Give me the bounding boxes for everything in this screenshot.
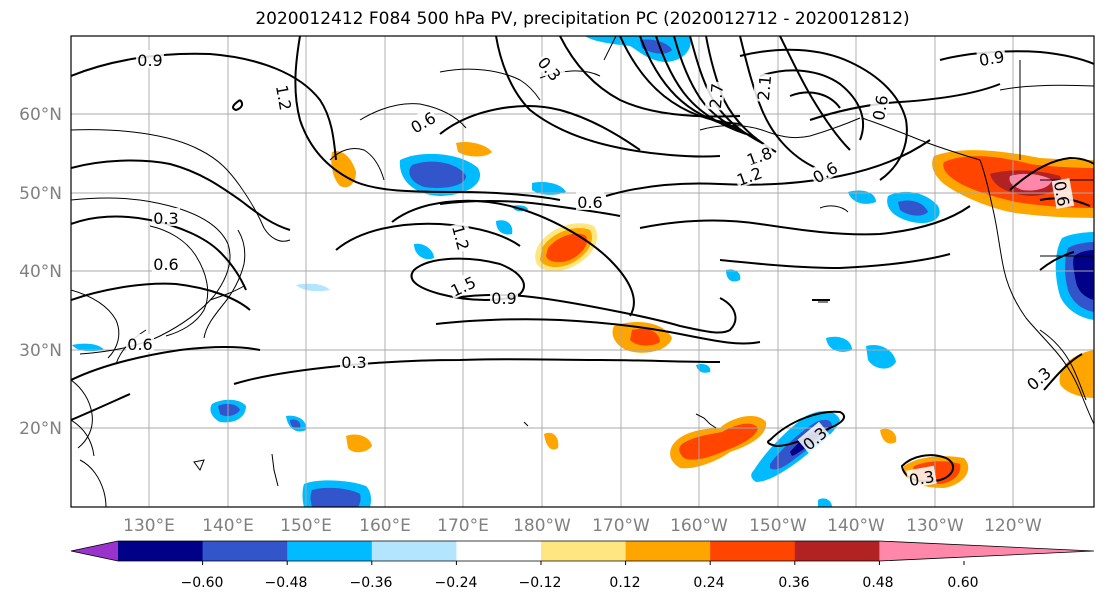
lon-label-120w: 120°W — [984, 516, 1042, 536]
contour-label-bg — [405, 106, 440, 137]
lon-label-180w: 180°W — [513, 516, 571, 536]
colorbar-segment — [625, 541, 711, 561]
pv-contour-label: 0.3 — [341, 353, 366, 372]
colorbar-extend-max — [879, 541, 1094, 561]
colorbar-segment — [118, 541, 204, 561]
contour-label-bg — [576, 192, 604, 210]
lon-label-170e: 170°E — [437, 516, 489, 536]
precip-pos-bering-orange — [456, 142, 492, 157]
pv-contour-label: 0.6 — [1050, 180, 1073, 208]
pv-contour-label: 1.2 — [272, 84, 295, 112]
graticule — [71, 36, 1094, 507]
pv-contour-label: 0.9 — [137, 51, 162, 70]
map-frame — [70, 35, 1095, 508]
colorbar-tick-labels: −0.60 −0.48 −0.36 −0.24 −0.12 0.12 0.24 … — [181, 575, 979, 591]
colorbar-segment — [456, 541, 542, 561]
contour-label-bg — [797, 421, 831, 454]
lon-label-150w: 150°W — [749, 516, 807, 536]
contour-label-bg — [136, 50, 164, 68]
contour-label-bg — [534, 51, 567, 85]
contour-label-bg — [1021, 361, 1055, 394]
latitude-labels: 60°N 50°N 40°N 30°N 20°N — [19, 105, 62, 439]
longitude-labels: 130°E 140°E 150°E 160°E 170°E 180°W 170°… — [123, 516, 1042, 536]
contour-label-bg — [490, 288, 518, 306]
pv-contour-label: 2.1 — [754, 74, 775, 101]
pv-contour-label: 0.3 — [153, 209, 178, 228]
contour-label-bg — [273, 82, 297, 113]
colorbar-segment — [287, 541, 373, 561]
lon-label-130e: 130°E — [123, 516, 175, 536]
pv-contour-label: 0.3 — [908, 467, 936, 490]
cb-tick-label: −0.36 — [350, 575, 393, 591]
map-title: 2020012412 F084 500 hPa PV, precipitatio… — [255, 9, 910, 29]
lon-label-170w: 170°W — [592, 516, 650, 536]
contour-label-bg — [906, 465, 937, 489]
contour-label-bg — [867, 92, 891, 123]
cb-tick-label: 0.12 — [609, 575, 640, 591]
pv-contour-label: 0.6 — [577, 193, 602, 212]
lat-label-60n: 60°N — [19, 105, 62, 125]
colorbar-segment — [541, 541, 627, 561]
cb-tick-label: 0.24 — [693, 575, 724, 591]
lon-label-150e: 150°E — [280, 516, 332, 536]
contour-label-bg — [446, 271, 480, 300]
cb-tick-label: −0.48 — [265, 575, 308, 591]
colorbar-segment — [794, 541, 880, 561]
colorbar-outline — [70, 540, 1095, 562]
cb-tick-label: 0.48 — [862, 575, 893, 591]
cb-tick-label: 0.60 — [947, 575, 978, 591]
pv-contour-label: 2.7 — [706, 82, 727, 109]
contour-label-bg — [732, 161, 766, 189]
colorbar-segment — [371, 541, 457, 561]
contour-label-bg — [742, 141, 776, 169]
colorbar-segment — [710, 541, 796, 561]
contour-label-bg — [704, 81, 726, 111]
colorbar-segment — [202, 541, 288, 561]
lat-label-40n: 40°N — [19, 262, 62, 282]
contour-label-bg — [152, 208, 180, 226]
lon-label-160w: 160°W — [670, 516, 728, 536]
lat-label-30n: 30°N — [19, 341, 62, 361]
pv-contour-label: 0.6 — [869, 94, 892, 122]
pv-contour-label: 0.9 — [978, 47, 1006, 70]
contour-label-bg — [1051, 178, 1075, 209]
contour-label-bg — [126, 334, 154, 352]
contour-label-bg — [340, 352, 368, 370]
contour-label-bg — [976, 45, 1007, 69]
lat-label-50n: 50°N — [19, 184, 62, 204]
contour-label-bg — [152, 254, 180, 272]
lon-label-140e: 140°E — [202, 516, 254, 536]
colorbar-extend-min — [71, 541, 118, 561]
contour-label-bg — [449, 221, 475, 254]
cb-tick-label: −0.12 — [519, 575, 562, 591]
colorbar — [70, 540, 1095, 565]
cb-tick-label: −0.60 — [181, 575, 224, 591]
cb-tick-label: −0.24 — [435, 575, 478, 591]
map-panel — [71, 36, 1094, 507]
lon-label-140w: 140°W — [827, 516, 885, 536]
contour-label-bg — [807, 156, 842, 187]
pv-contour-label: 0.9 — [491, 289, 516, 308]
lat-label-20n: 20°N — [19, 419, 62, 439]
precip-pos-mexico — [1059, 350, 1094, 398]
cb-tick-label: 0.36 — [778, 575, 809, 591]
pv-contours — [71, 36, 1094, 483]
precip-neg-bering-top — [585, 36, 691, 62]
lon-label-160e: 160°E — [359, 516, 411, 536]
lon-label-130w: 130°W — [906, 516, 964, 536]
pv-contour-label: 0.6 — [127, 335, 152, 354]
contour-label-bg — [752, 73, 774, 103]
pv-contour-label: 0.6 — [153, 255, 178, 274]
coastlines — [71, 36, 1094, 507]
